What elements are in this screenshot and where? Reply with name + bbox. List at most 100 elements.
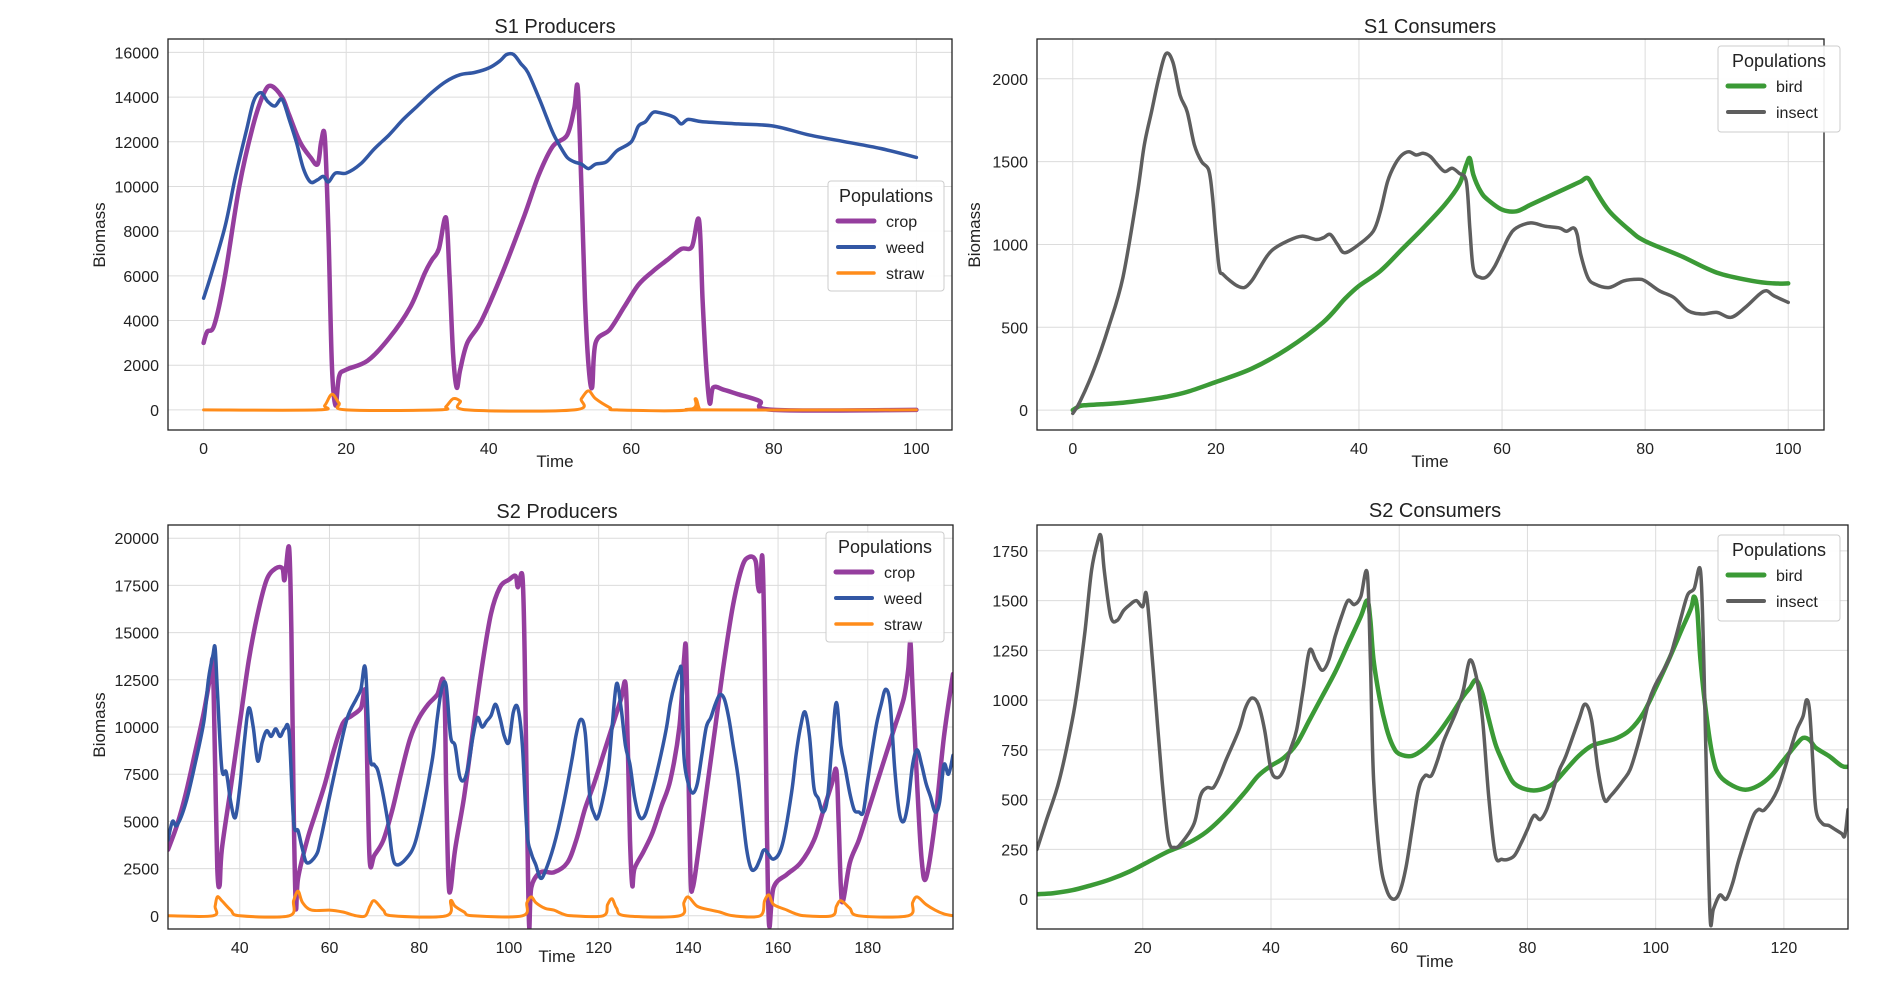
x-tick-label: 100 — [903, 441, 930, 458]
legend-entry-crop: crop — [884, 565, 915, 582]
series-line-bird — [1037, 594, 1848, 897]
x-axis-label: Time — [536, 452, 573, 471]
x-tick-label: 100 — [496, 940, 523, 957]
legend-entry-straw: straw — [886, 266, 925, 283]
legend: Populations bird insect — [1717, 534, 1841, 622]
plot-area-frame — [167, 38, 953, 431]
y-tick-label: 1500 — [992, 594, 1028, 611]
legend-entry-bird: bird — [1776, 79, 1803, 96]
x-tick-label: 140 — [675, 940, 702, 957]
y-tick-label: 500 — [1001, 793, 1028, 810]
x-tick-label: 60 — [622, 441, 640, 458]
x-axis-label: Time — [538, 947, 575, 966]
series-line-bird — [1070, 155, 1791, 413]
x-tick-label: 80 — [765, 441, 783, 458]
chart-title: S1 Consumers — [1364, 16, 1496, 38]
legend: Populations crop weed straw — [825, 531, 945, 643]
series-lines — [201, 51, 919, 413]
y-tick-label: 0 — [150, 403, 159, 420]
x-tick-label: 40 — [231, 940, 249, 957]
y-tick-label: 2000 — [992, 72, 1028, 89]
plot-area-frame — [1036, 524, 1849, 930]
y-tick-label: 12000 — [115, 135, 160, 152]
y-tick-label: 17500 — [115, 578, 160, 595]
x-tick-label: 0 — [1068, 441, 1077, 458]
legend-entry-straw: straw — [884, 617, 923, 634]
y-tick-label: 1750 — [992, 544, 1028, 561]
x-tick-label: 60 — [1493, 441, 1511, 458]
y-tick-label: 250 — [1001, 842, 1028, 859]
x-tick-label: 60 — [321, 940, 339, 957]
y-tick-label: 500 — [1001, 320, 1028, 337]
series-lines — [1070, 51, 1791, 416]
plot-area-frame — [167, 524, 954, 930]
y-tick-label: 14000 — [115, 90, 160, 107]
x-tick-label: 20 — [337, 441, 355, 458]
legend-entry-crop: crop — [886, 214, 917, 231]
legend-box — [825, 531, 945, 643]
series-lines — [168, 544, 953, 929]
y-tick-label: 6000 — [123, 269, 159, 286]
x-tick-label: 120 — [1771, 940, 1798, 957]
y-tick-label: 0 — [1019, 403, 1028, 420]
chart-title: S1 Producers — [494, 16, 615, 38]
chart-s2-producers: S2 Producers Time Biomass 40 60 80 100 120 14… — [90, 501, 954, 966]
series-line-weed — [201, 51, 919, 300]
legend-entry-bird: bird — [1776, 568, 1803, 585]
chart-s2-consumers: S2 Consumers Time 20 40 60 80 100 120 0 250 500 7… — [992, 500, 1849, 971]
y-tick-label: 1000 — [992, 237, 1028, 254]
x-tick-label: 0 — [199, 441, 208, 458]
y-tick-label: 10000 — [115, 720, 160, 737]
y-axis-label: Biomass — [90, 692, 109, 757]
y-tick-label: 7500 — [123, 767, 159, 784]
x-tick-label: 120 — [585, 940, 612, 957]
y-tick-label: 12500 — [115, 673, 160, 690]
series-line-insect — [1071, 51, 1790, 416]
x-tick-label: 100 — [1775, 441, 1802, 458]
legend-entry-insect: insect — [1776, 594, 1818, 611]
y-tick-label: 4000 — [123, 314, 159, 331]
y-axis-label: Biomass — [965, 202, 984, 267]
legend-title: Populations — [1732, 51, 1826, 71]
y-tick-label: 10000 — [115, 179, 160, 196]
legend-title: Populations — [1732, 540, 1826, 560]
series-line-weed — [168, 643, 953, 881]
chart-s1-consumers: S1 Consumers Time Biomass 0 20 40 60 80 10005… — [965, 16, 1841, 471]
y-tick-label: 1250 — [992, 643, 1028, 660]
series-lines — [1037, 532, 1848, 928]
x-tick-label: 80 — [410, 940, 428, 957]
x-tick-label: 80 — [1636, 441, 1654, 458]
y-tick-label: 1000 — [992, 693, 1028, 710]
y-axis-label: Biomass — [90, 202, 109, 267]
series-line-straw — [168, 889, 953, 919]
legend-title: Populations — [839, 186, 933, 206]
legend-entry-weed: weed — [883, 591, 922, 608]
series-line-crop — [201, 82, 919, 413]
y-tick-label: 2500 — [123, 862, 159, 879]
x-tick-label: 160 — [765, 940, 792, 957]
grid — [1037, 39, 1824, 430]
series-line-straw — [202, 389, 918, 413]
y-tick-label: 0 — [150, 909, 159, 926]
chart-title: S2 Producers — [496, 501, 617, 523]
y-tick-label: 16000 — [115, 45, 160, 62]
legend: Populations crop weed straw — [827, 180, 945, 292]
plot-area-frame — [1036, 38, 1825, 431]
chart-title: S2 Consumers — [1369, 500, 1501, 522]
x-tick-label: 180 — [854, 940, 881, 957]
x-tick-label: 20 — [1134, 940, 1152, 957]
y-tick-label: 2000 — [123, 358, 159, 375]
x-tick-label: 60 — [1390, 940, 1408, 957]
x-tick-label: 40 — [1350, 441, 1368, 458]
x-tick-label: 40 — [1262, 940, 1280, 957]
legend-entry-insect: insect — [1776, 105, 1818, 122]
y-tick-label: 0 — [1019, 892, 1028, 909]
x-tick-label: 20 — [1207, 441, 1225, 458]
chart-s1-producers: S1 Producers Time Biomass 0 20 40 60 80 100 0 2… — [90, 16, 953, 471]
legend-box — [827, 180, 945, 292]
x-axis-label: Time — [1411, 452, 1448, 471]
legend-title: Populations — [838, 537, 932, 557]
y-tick-label: 8000 — [123, 224, 159, 241]
y-tick-label: 15000 — [115, 626, 160, 643]
